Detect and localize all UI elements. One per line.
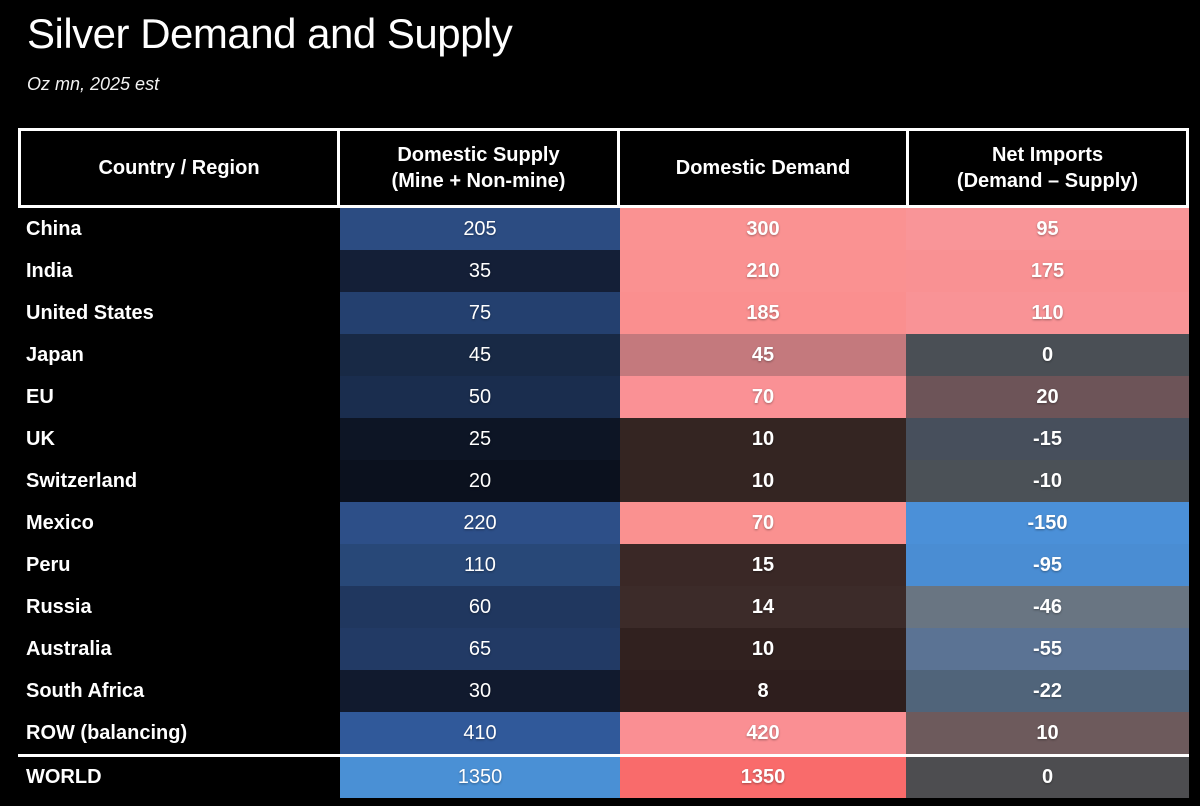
country-cell: Switzerland	[18, 460, 340, 502]
supply-cell: 1350	[340, 757, 620, 798]
demand-cell: 70	[620, 502, 906, 544]
silver-supply-demand-table: Country / Region Domestic Supply (Mine +…	[18, 128, 1189, 798]
net-imports-cell: 0	[906, 757, 1189, 798]
country-cell: UK	[18, 418, 340, 460]
supply-cell: 45	[340, 334, 620, 376]
demand-cell: 300	[620, 208, 906, 250]
net-imports-cell: -150	[906, 502, 1189, 544]
table-row: UK 25 10 -15	[18, 418, 1189, 460]
country-cell: South Africa	[18, 670, 340, 712]
supply-cell: 20	[340, 460, 620, 502]
country-cell: United States	[18, 292, 340, 334]
net-imports-cell: 95	[906, 208, 1189, 250]
header-net-imports: Net Imports (Demand – Supply)	[909, 131, 1186, 205]
supply-cell: 65	[340, 628, 620, 670]
country-cell: EU	[18, 376, 340, 418]
header-domestic-supply: Domestic Supply (Mine + Non-mine)	[340, 131, 617, 205]
supply-cell: 25	[340, 418, 620, 460]
table-row: ROW (balancing) 410 420 10	[18, 712, 1189, 754]
total-separator	[18, 754, 1189, 757]
page-subtitle: Oz mn, 2025 est	[27, 74, 160, 94]
demand-cell: 10	[620, 460, 906, 502]
supply-cell: 35	[340, 250, 620, 292]
table-row: South Africa 30 8 -22	[18, 670, 1189, 712]
supply-cell: 220	[340, 502, 620, 544]
net-imports-cell: 0	[906, 334, 1189, 376]
country-cell: China	[18, 208, 340, 250]
supply-cell: 30	[340, 670, 620, 712]
table-row: Peru 110 15 -95	[18, 544, 1189, 586]
header-domestic-demand: Domestic Demand	[620, 131, 906, 205]
demand-cell: 15	[620, 544, 906, 586]
demand-cell: 210	[620, 250, 906, 292]
net-imports-cell: -22	[906, 670, 1189, 712]
table-row: China 205 300 95	[18, 208, 1189, 250]
net-imports-cell: -55	[906, 628, 1189, 670]
net-imports-cell: 110	[906, 292, 1189, 334]
header-country-region: Country / Region	[21, 131, 337, 205]
demand-cell: 1350	[620, 757, 906, 798]
table-row: United States 75 185 110	[18, 292, 1189, 334]
demand-cell: 14	[620, 586, 906, 628]
country-cell: India	[18, 250, 340, 292]
demand-cell: 420	[620, 712, 906, 754]
net-imports-cell: -46	[906, 586, 1189, 628]
net-imports-cell: -95	[906, 544, 1189, 586]
country-cell: Mexico	[18, 502, 340, 544]
net-imports-cell: -10	[906, 460, 1189, 502]
net-imports-cell: 175	[906, 250, 1189, 292]
country-cell: Russia	[18, 586, 340, 628]
table-row: Russia 60 14 -46	[18, 586, 1189, 628]
demand-cell: 10	[620, 418, 906, 460]
table-row: Australia 65 10 -55	[18, 628, 1189, 670]
table-row: India 35 210 175	[18, 250, 1189, 292]
supply-cell: 110	[340, 544, 620, 586]
net-imports-cell: 20	[906, 376, 1189, 418]
table-row: Switzerland 20 10 -10	[18, 460, 1189, 502]
supply-cell: 205	[340, 208, 620, 250]
table-body: China 205 300 95 India 35 210 175 United States 7…	[18, 208, 1189, 798]
country-cell: WORLD	[18, 757, 340, 798]
demand-cell: 8	[620, 670, 906, 712]
net-imports-cell: 10	[906, 712, 1189, 754]
supply-cell: 75	[340, 292, 620, 334]
supply-cell: 60	[340, 586, 620, 628]
country-cell: Peru	[18, 544, 340, 586]
page-title: Silver Demand and Supply	[27, 10, 513, 57]
table-row: Mexico 220 70 -150	[18, 502, 1189, 544]
supply-cell: 50	[340, 376, 620, 418]
table-row-total: WORLD 1350 1350 0	[18, 757, 1189, 798]
supply-cell: 410	[340, 712, 620, 754]
country-cell: Japan	[18, 334, 340, 376]
net-imports-cell: -15	[906, 418, 1189, 460]
table-row: Japan 45 45 0	[18, 334, 1189, 376]
demand-cell: 10	[620, 628, 906, 670]
table-header-row: Country / Region Domestic Supply (Mine +…	[18, 128, 1189, 208]
country-cell: Australia	[18, 628, 340, 670]
demand-cell: 45	[620, 334, 906, 376]
table-row: EU 50 70 20	[18, 376, 1189, 418]
demand-cell: 185	[620, 292, 906, 334]
demand-cell: 70	[620, 376, 906, 418]
country-cell: ROW (balancing)	[18, 712, 340, 754]
